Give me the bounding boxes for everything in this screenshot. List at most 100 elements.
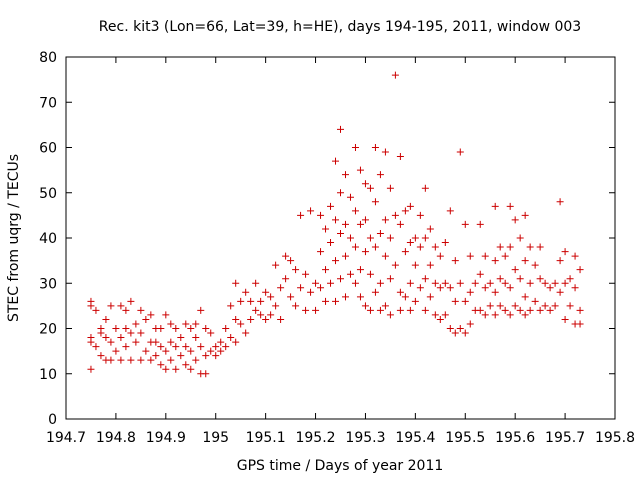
plot-frame (65, 56, 616, 420)
data-point (302, 270, 310, 278)
data-point (356, 293, 364, 301)
data-point (117, 302, 125, 310)
data-point (396, 153, 404, 161)
data-point (302, 306, 310, 314)
data-point (217, 347, 225, 355)
data-point (337, 229, 344, 237)
x-tick-label: 194.9 (146, 430, 186, 446)
data-point (516, 306, 524, 314)
data-point (322, 225, 330, 233)
data-point (526, 243, 534, 251)
data-point (466, 288, 474, 296)
data-point (521, 293, 529, 301)
data-point (351, 144, 359, 151)
data-point (117, 334, 125, 342)
data-point (476, 306, 484, 314)
y-tick-label: 70 (39, 95, 57, 111)
data-point (561, 248, 569, 256)
data-point (466, 320, 474, 328)
data-point (222, 325, 230, 332)
data-point (566, 302, 574, 310)
data-point (327, 279, 335, 287)
data-point (506, 284, 514, 292)
data-point (511, 302, 519, 310)
data-point (332, 297, 340, 305)
data-point (496, 302, 504, 310)
data-point (541, 279, 549, 287)
data-point (172, 343, 180, 351)
data-point (376, 229, 384, 237)
data-point (137, 306, 145, 314)
data-point (421, 275, 429, 283)
data-point (232, 315, 240, 323)
data-point (197, 306, 205, 314)
data-point (526, 279, 534, 287)
data-point (536, 306, 544, 314)
data-point (312, 306, 320, 314)
data-point (327, 202, 335, 210)
x-tick-label: 194.8 (96, 430, 136, 446)
data-point (491, 202, 499, 210)
data-point (531, 261, 539, 269)
data-point (297, 284, 305, 292)
data-point (366, 184, 374, 192)
data-point (456, 325, 464, 332)
data-point (531, 297, 539, 305)
y-tick-label: 40 (39, 231, 57, 247)
data-point (92, 306, 100, 314)
data-point (571, 284, 579, 292)
data-point (322, 297, 330, 305)
data-point (501, 306, 509, 314)
data-point (152, 352, 160, 360)
data-point (406, 306, 414, 314)
data-point (167, 356, 175, 364)
data-point (167, 320, 175, 328)
data-point (521, 211, 529, 219)
y-axis: 0 10 20 30 40 50 60 70 80 (39, 50, 615, 428)
x-tick-label: 194.7 (46, 430, 86, 446)
data-point (361, 180, 369, 188)
data-point (386, 234, 394, 242)
data-point (341, 171, 349, 179)
data-point (107, 338, 115, 346)
data-point (332, 216, 340, 224)
data-point (262, 315, 270, 323)
data-point (411, 261, 419, 269)
data-point (461, 220, 469, 228)
data-point (486, 302, 494, 310)
data-point (317, 284, 325, 292)
data-point (272, 302, 280, 310)
data-point (476, 270, 484, 278)
data-points (87, 71, 584, 378)
x-tick-label: 195 (202, 430, 229, 446)
data-point (476, 220, 484, 228)
data-point (436, 252, 444, 260)
data-point (202, 370, 210, 378)
data-point (381, 302, 389, 310)
chart-title: Rec. kit3 (Lon=66, Lat=39, h=HE), days 1… (99, 19, 581, 35)
data-point (491, 288, 499, 296)
data-point (102, 315, 110, 323)
data-point (446, 207, 454, 215)
x-tick-label: 195.8 (595, 430, 635, 446)
data-point (521, 311, 529, 319)
data-point (217, 338, 225, 346)
data-point (456, 148, 464, 156)
data-point (511, 266, 519, 274)
data-point (162, 311, 170, 319)
data-point (257, 311, 265, 319)
data-point (237, 320, 245, 328)
data-point (337, 275, 344, 283)
data-point (267, 311, 275, 319)
data-point (401, 248, 409, 256)
data-point (496, 243, 504, 251)
data-point (337, 125, 344, 133)
data-point (292, 302, 300, 310)
data-point (207, 347, 215, 355)
data-point (416, 284, 424, 292)
data-point (152, 338, 160, 346)
data-point (87, 365, 95, 373)
data-point (371, 144, 379, 151)
data-point (157, 343, 165, 351)
data-point (536, 243, 544, 251)
